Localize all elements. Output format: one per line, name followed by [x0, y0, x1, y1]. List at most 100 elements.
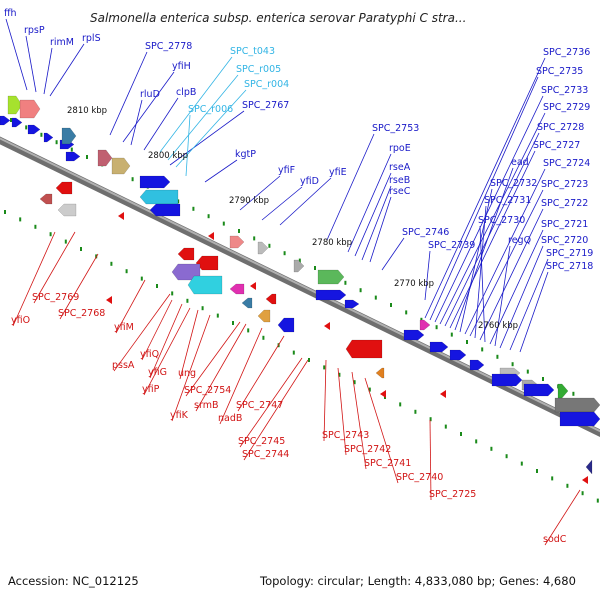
- forward-gene-arrow[interactable]: [491, 373, 523, 387]
- reverse-gene-label[interactable]: sodC: [543, 534, 567, 545]
- forward-gene-label[interactable]: yfiE: [329, 167, 347, 178]
- forward-gene-arrow[interactable]: [403, 329, 425, 341]
- forward-gene-arrow[interactable]: [61, 127, 77, 145]
- forward-gene-label[interactable]: rpsP: [24, 25, 45, 36]
- forward-gene-arrow[interactable]: [419, 319, 431, 331]
- forward-gene-label[interactable]: SPC_2730: [478, 215, 525, 226]
- forward-gene-label[interactable]: SPC_2753: [372, 123, 419, 134]
- reverse-gene-arrow[interactable]: [265, 293, 277, 305]
- reverse-gene-arrow[interactable]: [250, 282, 256, 290]
- forward-gene-arrow[interactable]: [229, 235, 245, 249]
- forward-gene-arrow[interactable]: [19, 99, 41, 119]
- reverse-gene-arrow[interactable]: [187, 275, 223, 295]
- forward-gene-label[interactable]: SPC_2778: [145, 41, 192, 52]
- reverse-gene-label[interactable]: SPC_2768: [58, 308, 105, 319]
- forward-gene-arrow[interactable]: [27, 124, 41, 135]
- rna-gene-label[interactable]: SPC_r006: [188, 104, 233, 115]
- forward-gene-arrow[interactable]: [449, 349, 467, 361]
- forward-gene-arrow[interactable]: [469, 359, 485, 371]
- forward-gene-arrow[interactable]: [293, 259, 305, 273]
- forward-gene-label[interactable]: rimM: [50, 37, 74, 48]
- reverse-gene-label[interactable]: nadB: [218, 413, 242, 424]
- reverse-gene-arrow[interactable]: [229, 283, 245, 295]
- forward-gene-label[interactable]: SPC_2739: [428, 240, 475, 251]
- forward-gene-label[interactable]: SPC_2728: [537, 122, 584, 133]
- reverse-gene-label[interactable]: SPC_2741: [364, 458, 411, 469]
- reverse-gene-arrow[interactable]: [345, 339, 383, 359]
- forward-gene-label[interactable]: SPC_2718: [546, 261, 593, 272]
- forward-gene-label[interactable]: rplS: [82, 33, 101, 44]
- reverse-gene-label[interactable]: yfiM: [114, 322, 134, 333]
- forward-gene-label[interactable]: yfiF: [278, 165, 295, 176]
- forward-gene-label[interactable]: SPC_2722: [541, 198, 588, 209]
- reverse-gene-arrow[interactable]: [55, 181, 73, 195]
- reverse-gene-arrow[interactable]: [171, 263, 201, 281]
- forward-gene-arrow[interactable]: [523, 383, 555, 397]
- forward-gene-label[interactable]: rluD: [140, 89, 160, 100]
- forward-gene-label[interactable]: SPC_2721: [541, 219, 588, 230]
- reverse-gene-arrow[interactable]: [195, 255, 219, 271]
- reverse-gene-arrow[interactable]: [277, 317, 295, 333]
- reverse-gene-arrow[interactable]: [380, 390, 386, 398]
- forward-gene-label[interactable]: SPC_2733: [541, 85, 588, 96]
- reverse-gene-arrow[interactable]: [139, 189, 179, 205]
- forward-gene-arrow[interactable]: [554, 397, 600, 413]
- forward-gene-arrow[interactable]: [429, 341, 449, 353]
- reverse-gene-label[interactable]: yfiG: [148, 367, 167, 378]
- forward-gene-arrow[interactable]: [344, 299, 360, 309]
- forward-gene-label[interactable]: SPC_2723: [541, 179, 588, 190]
- reverse-gene-label[interactable]: SPC_2725: [429, 489, 476, 500]
- forward-gene-arrow[interactable]: [111, 157, 131, 175]
- forward-gene-label[interactable]: rseA: [389, 162, 411, 173]
- forward-gene-label[interactable]: SPC_2732: [490, 178, 537, 189]
- reverse-gene-label[interactable]: yfiQ: [140, 349, 159, 360]
- reverse-gene-arrow[interactable]: [375, 367, 385, 379]
- reverse-gene-label[interactable]: SPC_2740: [396, 472, 443, 483]
- forward-gene-label[interactable]: clpB: [176, 87, 196, 98]
- forward-gene-label[interactable]: ead: [511, 157, 529, 168]
- forward-gene-label[interactable]: SPC_2767: [242, 100, 289, 111]
- forward-gene-label[interactable]: ffh: [4, 8, 17, 19]
- rna-gene-label[interactable]: SPC_r004: [244, 79, 289, 90]
- forward-gene-label[interactable]: SPC_2724: [543, 158, 590, 169]
- reverse-gene-arrow[interactable]: [177, 247, 195, 261]
- forward-gene-arrow[interactable]: [97, 149, 113, 167]
- reverse-gene-arrow[interactable]: [118, 212, 124, 220]
- reverse-gene-arrow[interactable]: [149, 203, 181, 217]
- forward-gene-arrow[interactable]: [315, 289, 347, 301]
- reverse-gene-label[interactable]: srmB: [194, 400, 218, 411]
- reverse-gene-label[interactable]: SPC_2744: [242, 449, 289, 460]
- reverse-gene-arrow[interactable]: [57, 203, 77, 217]
- forward-gene-arrow[interactable]: [317, 269, 345, 285]
- reverse-gene-label[interactable]: ung: [178, 368, 196, 379]
- forward-gene-arrow[interactable]: [257, 241, 269, 255]
- reverse-gene-arrow[interactable]: [257, 309, 271, 323]
- forward-gene-label[interactable]: SPC_2746: [402, 227, 449, 238]
- reverse-gene-arrow[interactable]: [440, 390, 446, 398]
- forward-gene-label[interactable]: SPC_2720: [541, 235, 588, 246]
- reverse-gene-label[interactable]: yfiO: [11, 315, 30, 326]
- forward-gene-label[interactable]: SPC_2727: [533, 140, 580, 151]
- reverse-gene-label[interactable]: pssA: [112, 360, 135, 371]
- forward-gene-arrow[interactable]: [43, 132, 54, 143]
- reverse-gene-arrow[interactable]: [324, 322, 330, 330]
- reverse-gene-label[interactable]: SPC_2743: [322, 430, 369, 441]
- rna-gene-label[interactable]: SPC_t043: [230, 46, 275, 57]
- forward-gene-label[interactable]: rpoE: [389, 143, 411, 154]
- reverse-gene-label[interactable]: SPC_2769: [32, 292, 79, 303]
- reverse-gene-label[interactable]: SPC_2754: [184, 385, 231, 396]
- forward-gene-label[interactable]: SPC_2736: [543, 47, 590, 58]
- reverse-gene-arrow[interactable]: [39, 193, 53, 205]
- forward-gene-arrow[interactable]: [557, 383, 569, 399]
- forward-gene-label[interactable]: rseB: [389, 175, 410, 186]
- forward-gene-label[interactable]: rseC: [389, 186, 411, 197]
- reverse-gene-arrow[interactable]: [106, 296, 112, 304]
- reverse-gene-label[interactable]: SPC_2742: [344, 444, 391, 455]
- forward-gene-label[interactable]: SPC_2719: [546, 248, 593, 259]
- forward-gene-label[interactable]: SPC_2731: [484, 195, 531, 206]
- forward-gene-arrow[interactable]: [0, 115, 11, 126]
- reverse-gene-label[interactable]: yfiP: [142, 384, 160, 395]
- forward-gene-label[interactable]: SPC_2729: [543, 102, 590, 113]
- forward-gene-arrow[interactable]: [7, 95, 23, 115]
